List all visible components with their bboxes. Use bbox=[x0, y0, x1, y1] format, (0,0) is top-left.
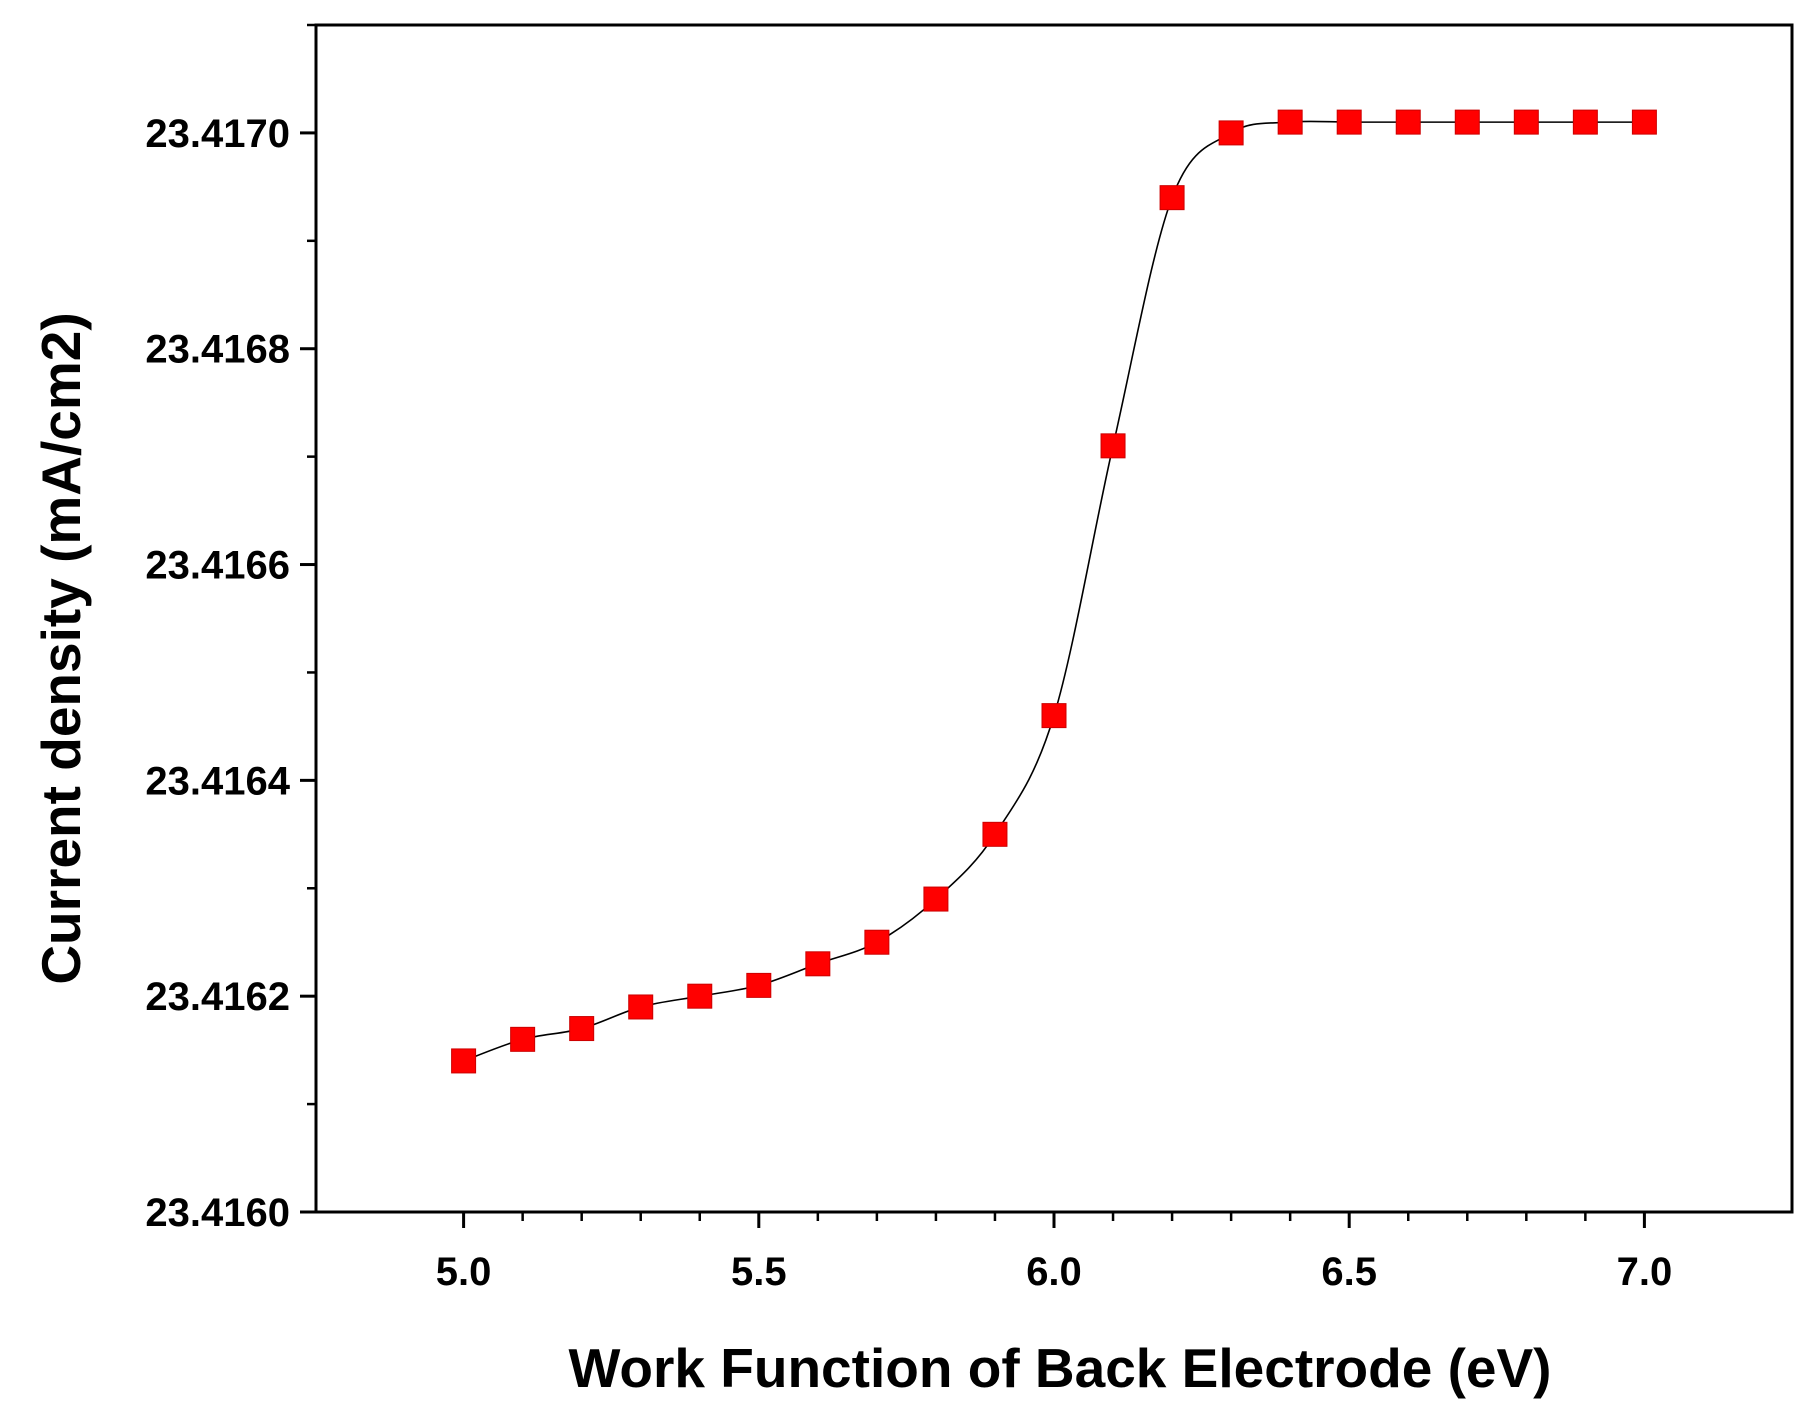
data-point bbox=[1395, 109, 1421, 135]
data-point bbox=[746, 972, 772, 998]
data-point bbox=[1100, 433, 1126, 459]
data-point bbox=[510, 1026, 536, 1052]
y-tick-label: 23.4170 bbox=[145, 112, 290, 156]
y-tick-label: 23.4160 bbox=[145, 1191, 290, 1235]
plot-border bbox=[314, 23, 1794, 1214]
y-tick-label: 23.4162 bbox=[145, 975, 290, 1019]
data-point bbox=[1277, 109, 1303, 135]
series-line bbox=[463, 120, 1645, 1062]
data-point bbox=[864, 929, 890, 955]
data-point bbox=[1159, 185, 1185, 211]
x-tick-label: 6.0 bbox=[1026, 1250, 1082, 1294]
data-point bbox=[982, 821, 1008, 847]
data-point bbox=[1631, 109, 1657, 135]
plot-frame bbox=[314, 23, 1794, 1214]
series-line-group bbox=[463, 120, 1645, 1062]
data-point bbox=[569, 1016, 595, 1042]
x-tick-label: 6.5 bbox=[1321, 1250, 1377, 1294]
y-axis-title: Current density (mA/cm2) bbox=[30, 312, 92, 984]
data-point bbox=[687, 983, 713, 1009]
data-point bbox=[1572, 109, 1598, 135]
y-tick-label: 23.4164 bbox=[145, 759, 290, 803]
data-point bbox=[1336, 109, 1362, 135]
series-points-group bbox=[451, 109, 1657, 1074]
x-tick-label: 5.5 bbox=[731, 1250, 787, 1294]
data-point bbox=[451, 1048, 477, 1074]
x-axis-ticks: 5.0 5.5 6.0 6.5 7.0 bbox=[436, 1212, 1672, 1294]
data-point bbox=[1454, 109, 1480, 135]
data-point bbox=[1218, 120, 1244, 146]
data-point bbox=[1041, 703, 1067, 729]
y-tick-label: 23.4168 bbox=[145, 328, 290, 372]
x-tick-label: 5.0 bbox=[436, 1250, 492, 1294]
y-axis-ticks: 23.4160 23.4162 23.4164 23.4166 23.4168 23.41… bbox=[145, 23, 316, 1235]
data-point bbox=[805, 951, 831, 977]
y-tick-label: 23.4166 bbox=[145, 544, 290, 588]
data-point bbox=[923, 886, 949, 912]
x-axis-title: Work Function of Back Electrode (eV) bbox=[568, 1337, 1551, 1399]
data-point bbox=[628, 994, 654, 1020]
x-tick-label: 7.0 bbox=[1617, 1250, 1673, 1294]
data-point bbox=[1513, 109, 1539, 135]
